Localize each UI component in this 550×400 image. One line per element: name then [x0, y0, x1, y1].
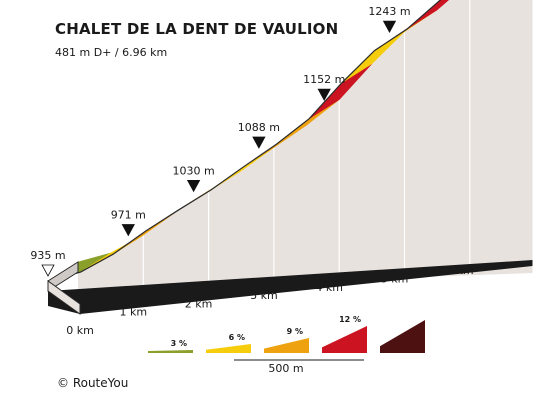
distance-tick-label: 6 km — [446, 264, 474, 277]
ribbon-front-edge — [47, 0, 442, 282]
legend-swatch — [264, 338, 309, 353]
legend-scale-label: 500 m — [268, 362, 303, 375]
elevation-marker-triangle — [382, 20, 397, 33]
gradient-ribbon — [47, 0, 450, 315]
distance-tick-labels: 0 km 1 km 2 km 3 km 4 km 5 km 6 km — [66, 264, 473, 337]
elevation-marker-triangle — [186, 180, 201, 193]
profile-base — [48, 260, 533, 314]
legend-swatch — [380, 320, 425, 353]
chart-title: CHALET DE LA DENT DE VAULION — [55, 20, 339, 38]
legend-swatch — [148, 350, 193, 353]
distance-tick-label: 1 km — [120, 306, 148, 319]
legend-swatch — [322, 326, 367, 353]
distance-tick-label: 2 km — [185, 297, 213, 310]
elevation-marker-label: 935 m — [30, 249, 65, 262]
legend-label: 12 % — [339, 315, 361, 324]
profile-wall-face — [78, 0, 533, 289]
distance-tick-label: 0 km — [66, 324, 94, 337]
elevation-marker-triangle — [41, 264, 55, 277]
legend-label: 6 % — [229, 333, 245, 342]
ribbon-front-face — [47, 280, 81, 315]
chart-subtitle: 481 m D+ / 6.96 km — [55, 46, 168, 59]
distance-tick-label: 3 km — [250, 289, 278, 302]
distance-gridlines — [142, 0, 471, 285]
legend-label: 9 % — [287, 327, 303, 336]
distance-tick-label: 4 km — [315, 281, 343, 294]
elevation-marker-label: 971 m — [111, 209, 146, 222]
gradient-legend: 3 % 6 % 9 % 12 % 500 m — [148, 315, 425, 375]
elevation-marker-label: 1243 m — [368, 5, 410, 18]
elevation-marker-triangle — [252, 136, 266, 149]
elevation-marker-triangle — [317, 88, 331, 102]
legend-swatch — [206, 344, 251, 353]
profile-base-slab — [48, 260, 533, 314]
profile-wall — [78, 0, 533, 289]
elevation-marker-label: 1152 m — [303, 73, 345, 86]
legend-label: 3 % — [171, 339, 187, 348]
distance-tick-label: 5 km — [381, 273, 409, 286]
elevation-marker-triangle — [121, 224, 135, 237]
elevation-marker-label: 1088 m — [238, 121, 280, 134]
routeyou-credit: © RouteYou — [57, 376, 129, 390]
elevation-marker-label: 1030 m — [172, 164, 214, 177]
